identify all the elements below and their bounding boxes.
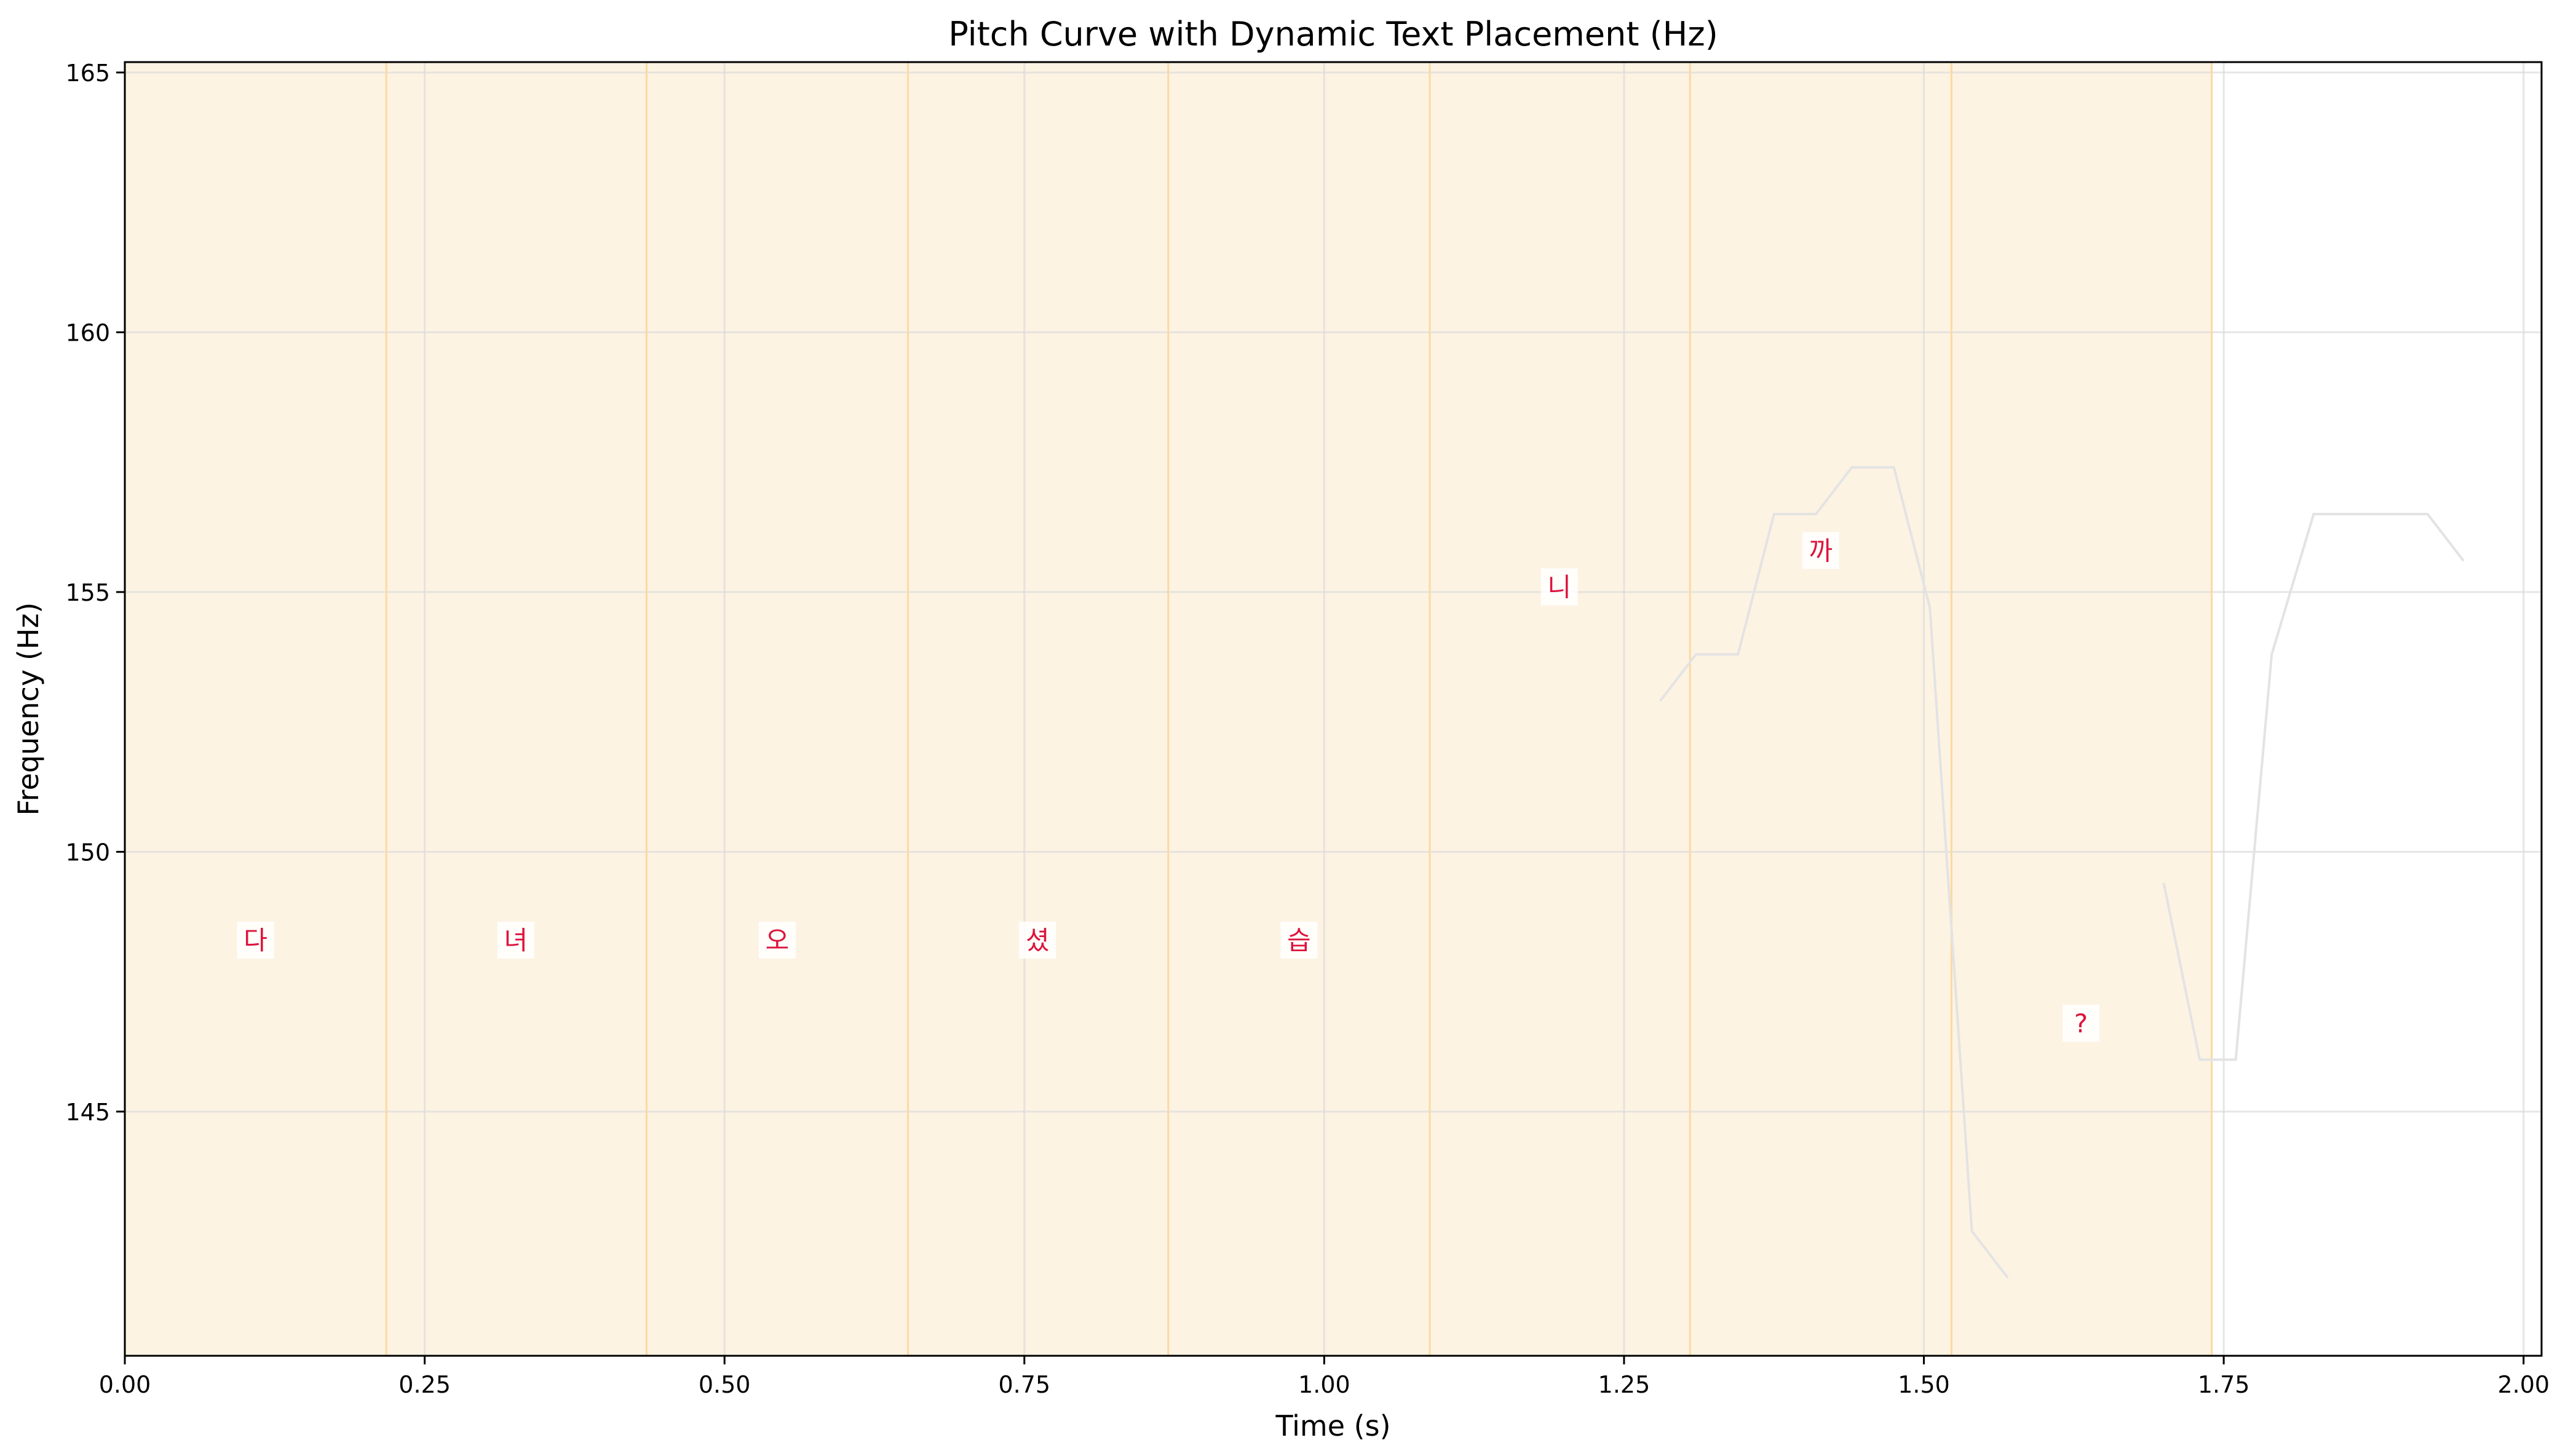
syllable-label: 다 (244, 925, 267, 956)
syllable-label: 셨 (1026, 925, 1050, 956)
pitch-series-layer (1658, 466, 2465, 1279)
x-tick-label: 1.25 (1598, 1371, 1651, 1398)
syllable-label: 녀 (504, 925, 528, 956)
x-axis-label: Time (s) (1275, 1409, 1390, 1442)
x-tick-label: 0.00 (99, 1371, 151, 1398)
x-tick-label: 0.50 (699, 1371, 751, 1398)
syllable-label-background (1802, 532, 1839, 569)
pitch-curve-segment (2162, 513, 2465, 1061)
syllable-label: ? (2074, 1008, 2088, 1039)
syllable-label-background (237, 922, 274, 959)
x-tick-label: 0.25 (398, 1371, 451, 1398)
x-tick-label: 1.00 (1298, 1371, 1350, 1398)
y-tick-label: 165 (65, 60, 110, 87)
x-tick-label: 0.75 (998, 1371, 1050, 1398)
syllable-label: 오 (766, 925, 790, 956)
x-tick-label: 2.00 (2497, 1371, 2550, 1398)
syllable-label: 니 (1547, 572, 1571, 602)
y-tick-label: 155 (65, 579, 110, 606)
y-tick-label: 160 (65, 319, 110, 346)
y-axis-ticks: 145 150 155 160 165 (65, 60, 125, 1126)
syllable-label: 까 (1809, 536, 1833, 566)
x-tick-label: 1.75 (2198, 1371, 2250, 1398)
syllable-label-background (1280, 922, 1318, 959)
grid-layer (124, 62, 2542, 1356)
y-axis-label: Frequency (Hz) (12, 603, 45, 816)
syllable-label-background (759, 922, 796, 959)
syllable-label-background (1019, 922, 1056, 959)
y-tick-label: 150 (65, 839, 110, 866)
plot-frame (124, 61, 2543, 1357)
syllable-label-background (2063, 1005, 2100, 1042)
syllable-label-background (1540, 568, 1578, 606)
syllable-label-background (497, 922, 534, 959)
pitch-curve-segment (1658, 466, 2009, 1279)
chart-title: Pitch Curve with Dynamic Text Placement … (948, 15, 1718, 53)
x-axis-ticks: 0.00 0.25 0.50 0.75 1.00 1.25 1.50 1.75 2.00 (99, 1356, 2550, 1398)
x-tick-label: 1.50 (1898, 1371, 1950, 1398)
y-tick-label: 145 (65, 1099, 110, 1126)
syllable-label-layer: 다 녀 오 셨 습 니 까? (237, 532, 2100, 1042)
syllable-label: 습 (1287, 925, 1311, 956)
